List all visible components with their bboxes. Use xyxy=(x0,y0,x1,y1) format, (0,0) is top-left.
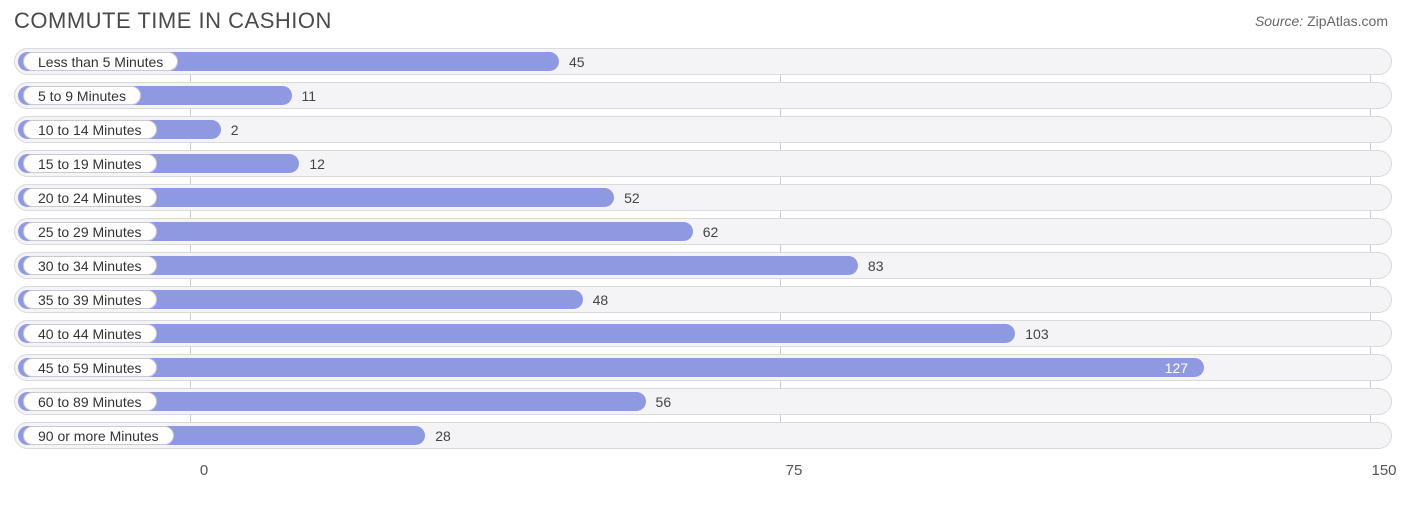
bar-row: 30 to 34 Minutes 83 xyxy=(14,252,1392,279)
bar-track: 5 to 9 Minutes 11 xyxy=(14,82,1392,109)
bar-row: 15 to 19 Minutes 12 xyxy=(14,150,1392,177)
bar-track: 10 to 14 Minutes 2 xyxy=(14,116,1392,143)
category-pill: 25 to 29 Minutes xyxy=(23,222,157,241)
bar-value: 83 xyxy=(868,253,884,278)
bar-track: 35 to 39 Minutes 48 xyxy=(14,286,1392,313)
category-pill: 60 to 89 Minutes xyxy=(23,392,157,411)
bar-track: 25 to 29 Minutes 62 xyxy=(14,218,1392,245)
chart-title: COMMUTE TIME IN CASHION xyxy=(14,8,332,34)
bar-row: 40 to 44 Minutes 103 xyxy=(14,320,1392,347)
bar-row: 45 to 59 Minutes 127 xyxy=(14,354,1392,381)
bar-value: 103 xyxy=(1025,321,1048,346)
category-pill: 45 to 59 Minutes xyxy=(23,358,157,377)
bars-container: Less than 5 Minutes 45 5 to 9 Minutes 11 10 … xyxy=(14,48,1392,449)
bar-row: 10 to 14 Minutes 2 xyxy=(14,116,1392,143)
bar-track: 30 to 34 Minutes 83 xyxy=(14,252,1392,279)
source-value: ZipAtlas.com xyxy=(1307,13,1388,29)
bar-fill xyxy=(18,324,1015,343)
bar-fill xyxy=(18,358,1204,377)
axis-tick: 75 xyxy=(786,462,803,479)
bar-track: 90 or more Minutes 28 xyxy=(14,422,1392,449)
category-pill: Less than 5 Minutes xyxy=(23,52,178,71)
bar-value: 127 xyxy=(1165,355,1188,380)
category-pill: 15 to 19 Minutes xyxy=(23,154,157,173)
bar-track: 15 to 19 Minutes 12 xyxy=(14,150,1392,177)
bar-row: 20 to 24 Minutes 52 xyxy=(14,184,1392,211)
bar-value: 28 xyxy=(435,423,451,448)
bar-track: 40 to 44 Minutes 103 xyxy=(14,320,1392,347)
bar-value: 52 xyxy=(624,185,640,210)
axis-tick: 0 xyxy=(200,462,208,479)
source-label: Source: xyxy=(1255,13,1303,29)
x-axis: 075150 xyxy=(14,456,1392,484)
bar-value: 62 xyxy=(703,219,719,244)
bar-value: 12 xyxy=(309,151,325,176)
category-pill: 30 to 34 Minutes xyxy=(23,256,157,275)
category-pill: 40 to 44 Minutes xyxy=(23,324,157,343)
bar-row: 35 to 39 Minutes 48 xyxy=(14,286,1392,313)
bar-value: 48 xyxy=(593,287,609,312)
category-pill: 5 to 9 Minutes xyxy=(23,86,141,105)
bar-row: 5 to 9 Minutes 11 xyxy=(14,82,1392,109)
bar-value: 56 xyxy=(656,389,672,414)
bar-value: 11 xyxy=(302,83,317,108)
bar-value: 45 xyxy=(569,49,585,74)
bar-row: 90 or more Minutes 28 xyxy=(14,422,1392,449)
chart-source: Source: ZipAtlas.com xyxy=(1255,13,1388,29)
bar-track: 20 to 24 Minutes 52 xyxy=(14,184,1392,211)
bar-track: 60 to 89 Minutes 56 xyxy=(14,388,1392,415)
bar-row: 60 to 89 Minutes 56 xyxy=(14,388,1392,415)
bar-track: Less than 5 Minutes 45 xyxy=(14,48,1392,75)
bar-value: 2 xyxy=(231,117,239,142)
bar-row: Less than 5 Minutes 45 xyxy=(14,48,1392,75)
category-pill: 90 or more Minutes xyxy=(23,426,174,445)
category-pill: 10 to 14 Minutes xyxy=(23,120,157,139)
bar-track: 45 to 59 Minutes 127 xyxy=(14,354,1392,381)
axis-tick: 150 xyxy=(1371,462,1396,479)
chart-header: COMMUTE TIME IN CASHION Source: ZipAtlas… xyxy=(0,0,1406,48)
category-pill: 35 to 39 Minutes xyxy=(23,290,157,309)
category-pill: 20 to 24 Minutes xyxy=(23,188,157,207)
chart-area: Less than 5 Minutes 45 5 to 9 Minutes 11 10 … xyxy=(0,48,1406,484)
bar-row: 25 to 29 Minutes 62 xyxy=(14,218,1392,245)
